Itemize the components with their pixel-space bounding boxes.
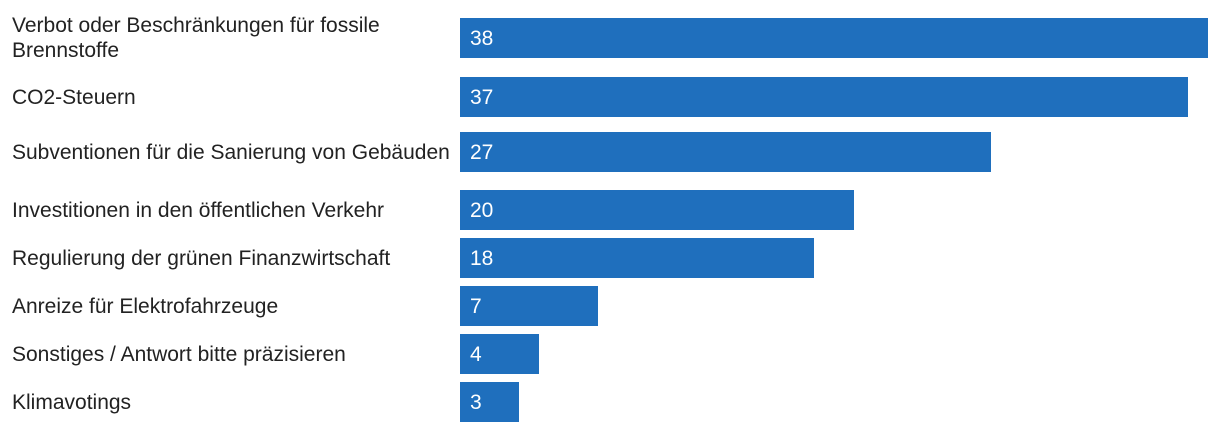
category-label-text: CO2-Steuern <box>12 85 136 109</box>
category-label: Verbot oder Beschränkungen für fossile B… <box>12 13 452 63</box>
bar: 7 <box>460 286 598 326</box>
bar-value-label: 3 <box>470 390 482 414</box>
bar-value-label: 18 <box>470 246 494 270</box>
category-label: Anreize für Elektrofahrzeuge <box>12 294 452 319</box>
bar-value-label: 38 <box>470 26 494 50</box>
category-label-text: Subventionen für die Sanierung von Gebäu… <box>12 140 450 164</box>
bar-value-label: 7 <box>470 294 482 318</box>
category-label: Sonstiges / Antwort bitte präzisieren <box>12 342 452 367</box>
category-label-text: Klimavotings <box>12 390 132 414</box>
category-label-text: Sonstiges / Antwort bitte präzisieren <box>12 342 346 366</box>
bar-value-label: 4 <box>470 342 482 366</box>
category-label-text: Anreize für Elektrofahrzeuge <box>12 294 279 318</box>
bar: 37 <box>460 77 1188 117</box>
category-label-text: Verbot oder Beschränkungen für fossile B… <box>12 14 380 62</box>
category-label: Klimavotings <box>12 390 452 415</box>
bar: 38 <box>460 18 1208 58</box>
bar: 4 <box>460 334 539 374</box>
bar-value-label: 20 <box>470 198 494 222</box>
bar: 18 <box>460 238 814 278</box>
bar-value-label: 37 <box>470 85 494 109</box>
bar: 27 <box>460 132 991 172</box>
bar: 20 <box>460 190 854 230</box>
bar-value-label: 27 <box>470 140 494 164</box>
category-label: CO2-Steuern <box>12 85 452 110</box>
bar: 3 <box>460 382 519 422</box>
category-label: Regulierung der grünen Finanzwirtschaft <box>12 246 452 271</box>
category-label-text: Investitionen in den öffentlichen Verkeh… <box>12 198 385 222</box>
category-label-text: Regulierung der grünen Finanzwirtschaft <box>12 246 391 270</box>
category-label: Subventionen für die Sanierung von Gebäu… <box>12 127 452 177</box>
category-label: Investitionen in den öffentlichen Verkeh… <box>12 198 452 223</box>
